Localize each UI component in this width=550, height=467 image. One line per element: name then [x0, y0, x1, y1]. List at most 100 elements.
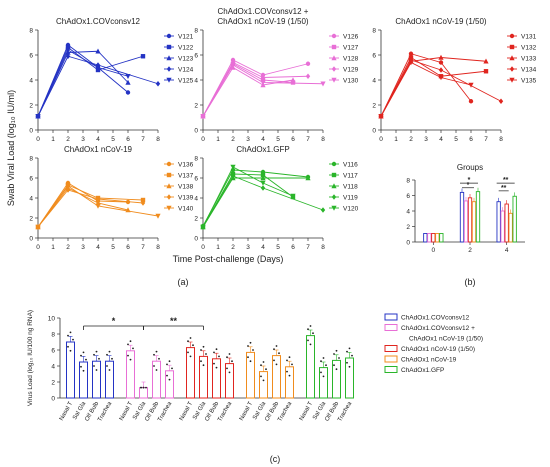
y-tick-label: 4 [29, 78, 33, 85]
x-tick-label: 7 [484, 136, 488, 143]
x-tick-label: 4 [261, 136, 265, 143]
data-point-V135 [468, 82, 474, 88]
replicate-dot [325, 364, 327, 367]
replicate-dot [333, 353, 335, 355]
legend-swatch [384, 324, 398, 331]
panel-title: ChAdOx1 nCoV-19 (1/50) [395, 17, 486, 26]
y-tick-label: 4 [194, 78, 198, 85]
x-tick-label: 5 [276, 244, 280, 251]
replicate-dot [189, 337, 192, 339]
y-tick-label: 8 [29, 28, 33, 35]
legend-swatch [384, 313, 398, 321]
x-tick-label: 0 [36, 244, 40, 251]
x-tick-label: 3 [246, 136, 250, 143]
data-point-V125 [65, 47, 71, 53]
x-tick-label: 7 [141, 244, 145, 251]
x-tick-label: 1 [216, 244, 220, 251]
replicate-dot [166, 374, 168, 377]
y-tick-label: 6 [194, 53, 198, 60]
x-tick-label: 1 [51, 244, 55, 251]
replicate-dot [348, 347, 351, 350]
data-point-V131 [408, 51, 414, 56]
data-point-V117 [260, 172, 266, 178]
legend-entry: V116 [343, 162, 358, 169]
data-point-V124 [155, 81, 161, 87]
replicate-dot [273, 348, 275, 351]
replicate-dot [189, 355, 192, 358]
replicate-dot [202, 345, 205, 348]
replicate-dot [80, 354, 82, 357]
bar [431, 233, 436, 243]
replicate-dot [286, 370, 288, 373]
replicate-dot [168, 360, 171, 363]
y-tick-label: 6 [29, 176, 33, 183]
replicate-dot [307, 339, 309, 342]
replicate-dot [346, 361, 348, 364]
replicate-dot [291, 363, 293, 366]
bar [435, 233, 440, 243]
line-panel-a4: ChAdOx1 nCoV-19 0 2 4 6 8 0 1 2 3 4 5 6 7 8 V136 V137 V13… [29, 145, 193, 251]
data-point-V140 [155, 213, 161, 219]
legend-entry: ChAdOx1 nCoV-19 [401, 357, 457, 364]
series-line-V118 [202, 177, 308, 228]
x-tick-label: 2 [231, 136, 235, 143]
x-tick-label: 2 [409, 136, 413, 143]
data-point-V125 [95, 65, 101, 71]
bar [345, 357, 354, 399]
legend-entry: V119 [343, 195, 358, 202]
replicate-dot [171, 367, 173, 370]
line-panel-a1: ChAdOx1.COVconsv12 0 2 4 6 8 0 1 2 3 4 5 6 7 8 V121 V122… [29, 17, 193, 143]
data-point-V130 [320, 81, 326, 87]
series-line-V123 [37, 50, 129, 117]
x-tick-label: 4 [505, 247, 509, 254]
data-point-V121 [125, 90, 131, 95]
replicate-dot [265, 368, 267, 371]
legend-marker [331, 172, 337, 178]
replicate-dot [348, 365, 351, 368]
x-tick-label: 3 [81, 244, 85, 251]
data-point-V120 [200, 224, 206, 230]
legend-entry: V126 [343, 34, 359, 41]
legend-marker [166, 205, 172, 211]
series-line-V139 [37, 189, 144, 228]
replicate-dot [67, 345, 69, 348]
replicate-dot [262, 361, 265, 363]
replicate-dot [249, 360, 252, 363]
bar [500, 210, 505, 243]
replicate-dot [320, 360, 322, 363]
y-tick-label: 2 [406, 224, 410, 231]
data-point-V126 [305, 61, 311, 66]
x-tick-label: 8 [321, 136, 325, 143]
legend-entry: V133 [521, 56, 537, 63]
replicate-dot [275, 363, 278, 366]
legend-swatch [384, 355, 398, 363]
bar [496, 201, 501, 243]
bar [199, 355, 208, 399]
legend-marker [166, 44, 172, 50]
line-panel-a3: ChAdOx1 nCoV-19 (1/50) 0 2 4 6 8 0 1 2 3 4 5 6 7 8 V131… [372, 17, 536, 143]
replicate-dot [98, 357, 100, 360]
replicate-dot [85, 358, 87, 361]
replicate-dot [228, 353, 231, 355]
y-tick-label: 0 [29, 236, 33, 243]
x-tick-label: 5 [111, 244, 115, 251]
y-tick-label: 2 [372, 103, 376, 110]
legend-entry: V130 [343, 78, 359, 85]
significance-label: * [468, 177, 471, 184]
replicate-dot [351, 354, 353, 357]
data-point-V125 [35, 114, 41, 120]
x-tick-label: 6 [126, 244, 130, 251]
bar [246, 351, 255, 399]
legend-entry: V131 [521, 34, 537, 41]
replicate-dot [200, 349, 202, 351]
caption-a: (a) [178, 277, 189, 287]
replicate-dot [247, 345, 249, 347]
bar [475, 191, 481, 243]
replicate-dot [249, 341, 252, 344]
replicate-dot [218, 355, 220, 358]
x-tick-label: 6 [291, 244, 295, 251]
x-tick-label: 1 [394, 136, 398, 143]
replicate-dot [127, 343, 129, 346]
data-point-V131 [438, 60, 444, 65]
